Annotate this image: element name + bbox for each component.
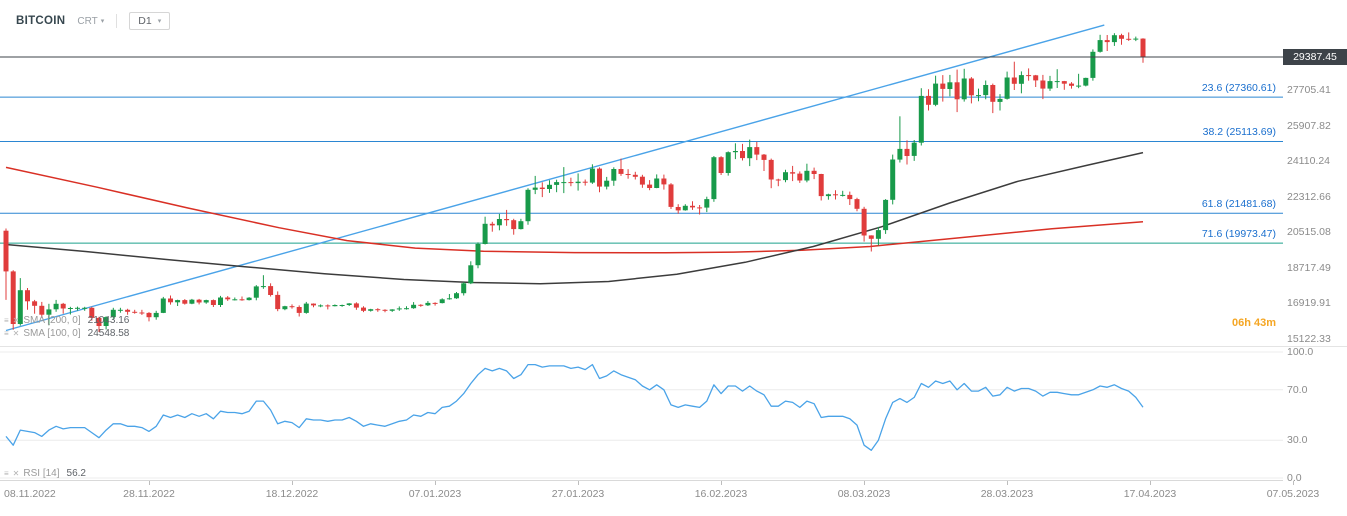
legend-close-icon[interactable]: ✕ [12,316,20,325]
rsi-axis-label: 100.0 [1287,346,1314,358]
price-axis-label: 22312.66 [1287,191,1331,203]
rsi-axis-label: 70.0 [1287,384,1308,396]
date-label: 28.03.2023 [980,488,1034,500]
timeframe-label: D1 [138,15,152,27]
chart-mode-dropdown[interactable]: CRT ▾ [77,16,104,27]
fib-level-label: 38.2 (25113.69) [1202,126,1276,138]
rsi-value: 56.2 [66,468,86,479]
date-label: 27.01.2023 [551,488,605,500]
price-axis-label: 18717.49 [1287,262,1331,274]
sma-100-label: SMA [100, 0] [23,328,81,339]
date-label: 08.11.2022 [4,488,56,500]
date-tick [1150,481,1151,485]
sma-100-legend: ≡ ✕ SMA [100, 0] 24548.58 [4,328,129,339]
sma-100-line [5,151,1144,285]
date-label: 08.03.2023 [837,488,891,500]
price-axis-label: 16919.91 [1287,297,1331,309]
current-price-badge: 29387.45 [1283,49,1347,65]
date-tick [1007,481,1008,485]
rsi-axis-label: 0.0 [1287,472,1302,484]
rsi-axis-label: 30.0 [1287,434,1308,446]
sma-200-label: SMA [200, 0] [23,315,81,326]
date-label: 07.05.2023 [1266,488,1320,500]
rsi-line [5,363,1144,451]
date-label: 28.11.2022 [123,488,175,500]
chart-header: BITCOIN CRT ▾ D1 ▾ [16,12,171,30]
legend-close-icon[interactable]: ✕ [12,329,20,338]
rsi-grid [0,351,1283,479]
sma-100-value: 24548.58 [87,328,130,339]
time-axis[interactable] [0,481,1283,516]
candles-series[interactable] [3,32,1146,332]
fib-level-label: 71.6 (19973.47) [1201,228,1276,240]
date-tick [1293,481,1294,485]
price-chart-pane[interactable] [0,0,1283,345]
fib-level-label: 61.8 (21481.68) [1201,198,1276,210]
date-label: 16.02.2023 [694,488,748,500]
rsi-legend: ≡ ✕ RSI [14] 56.2 [4,468,86,479]
date-tick [149,481,150,485]
fib-lines [0,96,1283,244]
timeframe-dropdown[interactable]: D1 ▾ [129,12,171,30]
chevron-down-icon: ▾ [157,17,162,25]
candle-countdown: 06h 43m [1231,317,1276,329]
date-label: 17.04.2023 [1123,488,1177,500]
sma-200-line [5,166,1144,254]
fib-level-label: 23.6 (27360.61) [1201,82,1276,94]
rsi-label: RSI [14] [23,468,60,479]
price-axis-label: 25907.82 [1287,120,1331,132]
price-axis-label: 20515.08 [1287,226,1331,238]
trendline[interactable] [5,24,1105,332]
date-tick [292,481,293,485]
date-label: 07.01.2023 [408,488,462,500]
legend-menu-icon[interactable]: ≡ [4,316,9,325]
rsi-chart-pane[interactable] [0,348,1283,480]
pane-divider [0,346,1347,347]
symbol-label: BITCOIN [16,15,66,27]
sma-200-value: 21043.16 [87,315,130,326]
legend-close-icon[interactable]: ✕ [12,469,20,478]
price-axis[interactable] [1283,0,1347,480]
date-tick [578,481,579,485]
header-divider [116,14,118,28]
legend-menu-icon[interactable]: ≡ [4,329,9,338]
legend-menu-icon[interactable]: ≡ [4,469,9,478]
price-axis-label: 15122.33 [1287,333,1331,345]
date-tick [864,481,865,485]
chevron-down-icon: ▾ [100,17,105,25]
price-axis-label: 27705.41 [1287,84,1331,96]
date-tick [435,481,436,485]
date-label: 18.12.2022 [265,488,319,500]
price-axis-label: 24110.24 [1287,155,1331,167]
time-axis-line [0,480,1283,481]
sma-200-legend: ≡ ✕ SMA [200, 0] 21043.16 [4,315,129,326]
chart-mode-label: CRT [77,15,98,27]
date-tick [721,481,722,485]
